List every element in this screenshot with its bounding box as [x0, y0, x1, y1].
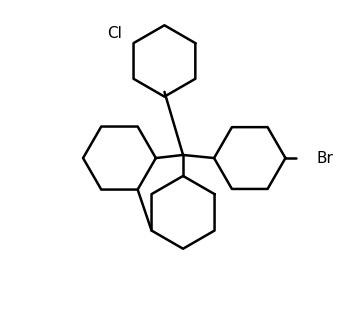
Text: Br: Br — [317, 151, 333, 166]
Text: Cl: Cl — [107, 27, 122, 41]
